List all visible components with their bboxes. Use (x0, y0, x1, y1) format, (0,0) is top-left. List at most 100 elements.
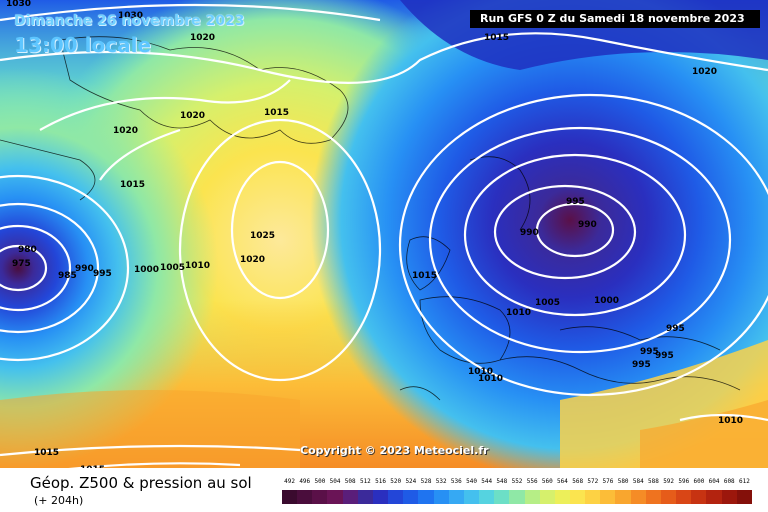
scale-swatch (418, 490, 434, 504)
scale-swatch (327, 490, 343, 504)
scale-labels: 492 496 500 504 508 512 516 520 524 528 532 536 540 5… (282, 478, 752, 488)
scale-swatch (615, 490, 631, 504)
scale-label: 572 (587, 478, 599, 485)
scale-swatch (645, 490, 661, 504)
scale-label: 492 (284, 478, 296, 485)
scale-swatch (479, 490, 495, 504)
scale-label: 536 (450, 478, 462, 485)
scale-label: 512 (359, 478, 371, 485)
scale-label: 608 (723, 478, 735, 485)
scale-label: 568 (572, 478, 584, 485)
isobar-label: 1020 (692, 67, 717, 77)
scale-label: 540 (466, 478, 477, 485)
scale-swatch (524, 490, 540, 504)
scale-label: 592 (663, 478, 675, 485)
forecast-offset: (+ 204h) (34, 494, 84, 507)
scale-swatch (282, 490, 298, 504)
isobar-label: 1010 (468, 367, 493, 377)
isobar-label: 1005 (535, 298, 560, 308)
isobar-label: 1015 (80, 465, 105, 468)
scale-swatch (630, 490, 646, 504)
scale-swatch (312, 490, 328, 504)
scale-label: 584 (632, 478, 644, 485)
scale-swatch (357, 490, 373, 504)
isobar-label: 995 (632, 360, 651, 370)
scale-label: 556 (526, 478, 538, 485)
scale-swatch (600, 490, 616, 504)
scale-swatch (509, 490, 525, 504)
scale-label: 604 (708, 478, 720, 485)
copyright-text: Copyright © 2023 Meteociel.fr (300, 444, 489, 457)
isobar-label: 995 (666, 324, 685, 334)
scale-swatch (388, 490, 404, 504)
forecast-time: 13:00 locale (14, 33, 151, 57)
scale-label: 520 (390, 478, 402, 485)
isobar-label: 1015 (484, 33, 509, 43)
scale-swatch (494, 490, 510, 504)
scale-swatch (706, 490, 722, 504)
isobar-label: 995 (640, 347, 659, 357)
scale-label: 528 (420, 478, 432, 485)
isobar-label: 1020 (113, 126, 138, 136)
scale-label: 576 (602, 478, 614, 485)
isobar-label: 1010 (185, 261, 210, 271)
scale-swatch (463, 490, 480, 504)
isobar-label: 1025 (250, 231, 275, 241)
isobar-label: 1030 (6, 0, 31, 9)
scale-label: 500 (314, 478, 326, 485)
forecast-date: Dimanche 26 novembre 2023 (14, 13, 245, 29)
isobar-label: 975 (12, 259, 31, 269)
scale-swatch (554, 490, 570, 504)
scale-label: 596 (678, 478, 690, 485)
scale-label: 508 (344, 478, 356, 485)
isobar-label: 1010 (506, 308, 531, 318)
scale-label: 564 (557, 478, 568, 485)
isobar-label: 1010 (478, 374, 503, 384)
isobar-label: 1000 (594, 296, 619, 306)
scale-label: 580 (617, 478, 629, 485)
chart-title: Géop. Z500 & pression au sol (30, 474, 252, 492)
scale-swatch (691, 490, 707, 504)
isobar-label: 990 (578, 220, 597, 230)
scale-label: 496 (299, 478, 311, 485)
scale-label: 600 (693, 478, 705, 485)
scale-swatch (403, 490, 419, 504)
scale-label: 612 (738, 478, 750, 485)
isobar-label: 995 (566, 197, 585, 207)
scale-label: 524 (405, 478, 417, 485)
geopotential-map: 1030 1030 1020 1015 1020 1015 1020 1020 … (0, 0, 768, 468)
scale-label: 552 (511, 478, 523, 485)
isobar-label: 985 (58, 271, 77, 281)
isobar-label: 990 (75, 264, 94, 274)
isobar-label: 1000 (134, 265, 159, 275)
scale-swatch (372, 490, 389, 504)
scale-swatch (569, 490, 586, 504)
scale-label: 560 (541, 478, 553, 485)
scale-label: 544 (481, 478, 493, 485)
isobar-label: 1010 (718, 416, 743, 426)
scale-swatch (342, 490, 358, 504)
scale-swatch (433, 490, 449, 504)
scale-swatch (585, 490, 601, 504)
run-banner: Run GFS 0 Z du Samedi 18 novembre 2023 (470, 10, 760, 28)
isobar-label: 1015 (120, 180, 145, 190)
scale-swatch (660, 490, 677, 504)
scale-swatch (539, 490, 555, 504)
scale-swatch (448, 490, 464, 504)
isobar-label: 1015 (412, 271, 437, 281)
isobar-label: 1015 (34, 448, 59, 458)
scale-swatch (676, 490, 692, 504)
isobar-label: 980 (18, 245, 37, 255)
scale-label: 516 (375, 478, 386, 485)
scale-label: 548 (496, 478, 508, 485)
color-scale (282, 490, 752, 504)
isobar-label: 1030 (118, 11, 143, 21)
isobar-label: 995 (655, 351, 674, 361)
isobar-label: 1015 (264, 108, 289, 118)
isobar-label: 995 (93, 269, 112, 279)
isobar-label: 1020 (240, 255, 265, 265)
scale-label: 504 (329, 478, 341, 485)
isobar-label: 1005 (160, 263, 185, 273)
isobar-label: 1020 (190, 33, 215, 43)
